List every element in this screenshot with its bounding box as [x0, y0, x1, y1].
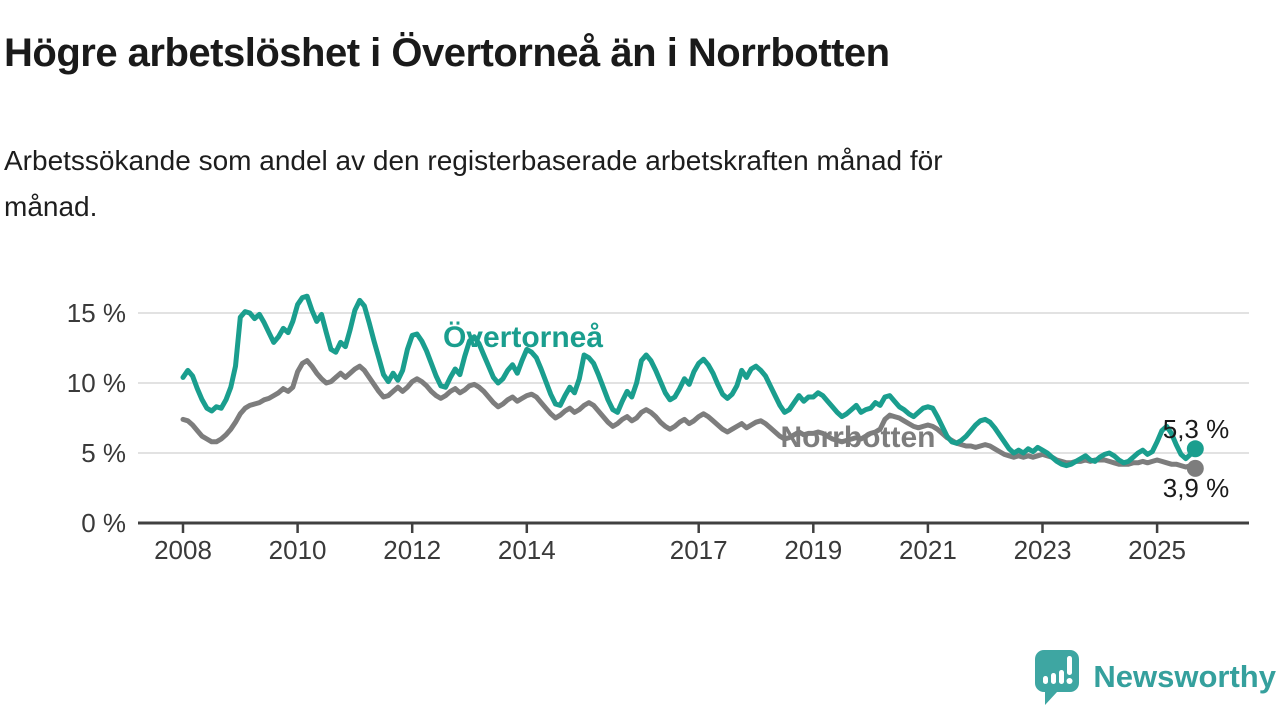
brand-name: Newsworthy — [1093, 659, 1276, 694]
x-axis-label-2012: 2012 — [383, 535, 441, 565]
logo-bar-3 — [1059, 670, 1065, 684]
x-axis-label-2014: 2014 — [498, 535, 556, 565]
x-axis-label-2023: 2023 — [1014, 535, 1072, 565]
end-dot-overtornea — [1186, 440, 1204, 458]
y-axis-label-15: 15 % — [67, 298, 126, 328]
series-label-norrbotten: Norrbotten — [781, 421, 936, 454]
end-value-label-norrbotten: 3,9 % — [1163, 473, 1230, 503]
newsworthy-brand: Newsworthy — [1033, 646, 1276, 708]
logo-bubble-shape — [1035, 650, 1080, 705]
series-label-overtornea: Övertorneå — [443, 321, 603, 354]
series-line-norrbotten — [180, 358, 1198, 471]
subtitle-line-2: månad. — [4, 191, 98, 223]
y-axis-label-0: 0 % — [81, 508, 126, 538]
end-dot-norrbotten — [1186, 459, 1204, 477]
x-axis-label-2019: 2019 — [784, 535, 842, 565]
logo-exclamation-dot — [1066, 678, 1073, 684]
logo-bar-1 — [1043, 676, 1049, 684]
subtitle-line-1: Arbetssökande som andel av den registerb… — [4, 145, 943, 176]
logo-bar-2 — [1051, 673, 1057, 684]
x-axis-label-2010: 2010 — [269, 535, 327, 565]
newsworthy-logo-icon — [1035, 650, 1080, 705]
x-axis-label-2025: 2025 — [1128, 535, 1186, 565]
end-value-label-overtornea: 5,3 % — [1163, 414, 1230, 444]
page-title: Högre arbetslöshet i Övertorneå än i Nor… — [4, 31, 890, 75]
x-axis-label-2008: 2008 — [154, 535, 212, 565]
page-subtitle: Arbetssökande som andel av den registerb… — [4, 138, 1214, 230]
x-axis-label-2017: 2017 — [670, 535, 728, 565]
x-axis-label-2021: 2021 — [899, 535, 957, 565]
y-axis-label-10: 10 % — [67, 368, 126, 398]
logo-exclamation-bar — [1067, 656, 1073, 675]
series-line-overtornea — [180, 293, 1198, 469]
y-axis-label-5: 5 % — [81, 438, 126, 468]
